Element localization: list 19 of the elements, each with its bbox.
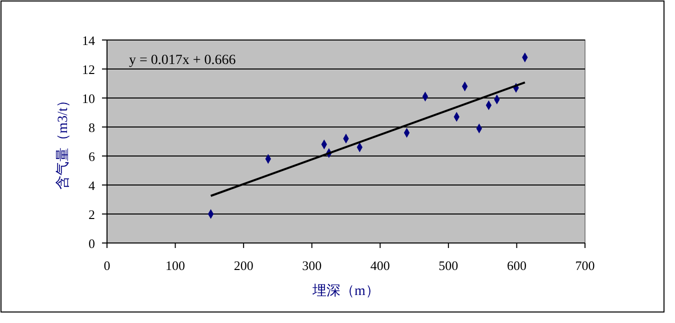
x-tick-label: 100	[166, 258, 186, 273]
x-axis-title: 埋深（m）	[312, 283, 380, 299]
x-tick-label: 0	[104, 258, 110, 273]
y-tick-label: 12	[82, 62, 95, 77]
x-tick-label: 600	[506, 258, 526, 273]
y-tick-label: 0	[88, 236, 95, 251]
y-tick-label: 14	[82, 33, 96, 48]
x-tick-label: 300	[302, 258, 322, 273]
annotation: y = 0.017x + 0.666	[129, 53, 236, 68]
x-tick-label: 200	[234, 258, 254, 273]
y-axis-title: 含气量（m3/t）	[55, 94, 71, 190]
y-tick-label: 6	[88, 149, 96, 164]
y-tick-label: 4	[88, 178, 96, 193]
x-tick-label: 700	[575, 258, 595, 273]
x-tick-label: 500	[438, 258, 458, 273]
y-tick-label: 10	[82, 91, 95, 106]
y-tick-label: 8	[88, 120, 95, 135]
y-tick-label: 2	[88, 207, 95, 222]
x-tick-label: 400	[370, 258, 390, 273]
